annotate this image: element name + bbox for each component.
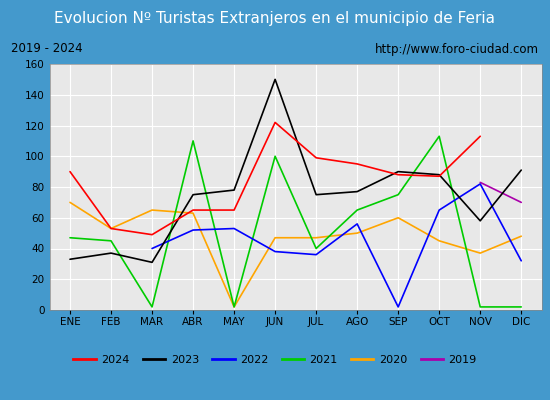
- Legend: 2024, 2023, 2022, 2021, 2020, 2019: 2024, 2023, 2022, 2021, 2020, 2019: [69, 350, 481, 370]
- Text: 2019 - 2024: 2019 - 2024: [11, 42, 82, 56]
- Text: http://www.foro-ciudad.com: http://www.foro-ciudad.com: [375, 42, 539, 56]
- Text: Evolucion Nº Turistas Extranjeros en el municipio de Feria: Evolucion Nº Turistas Extranjeros en el …: [54, 12, 496, 26]
